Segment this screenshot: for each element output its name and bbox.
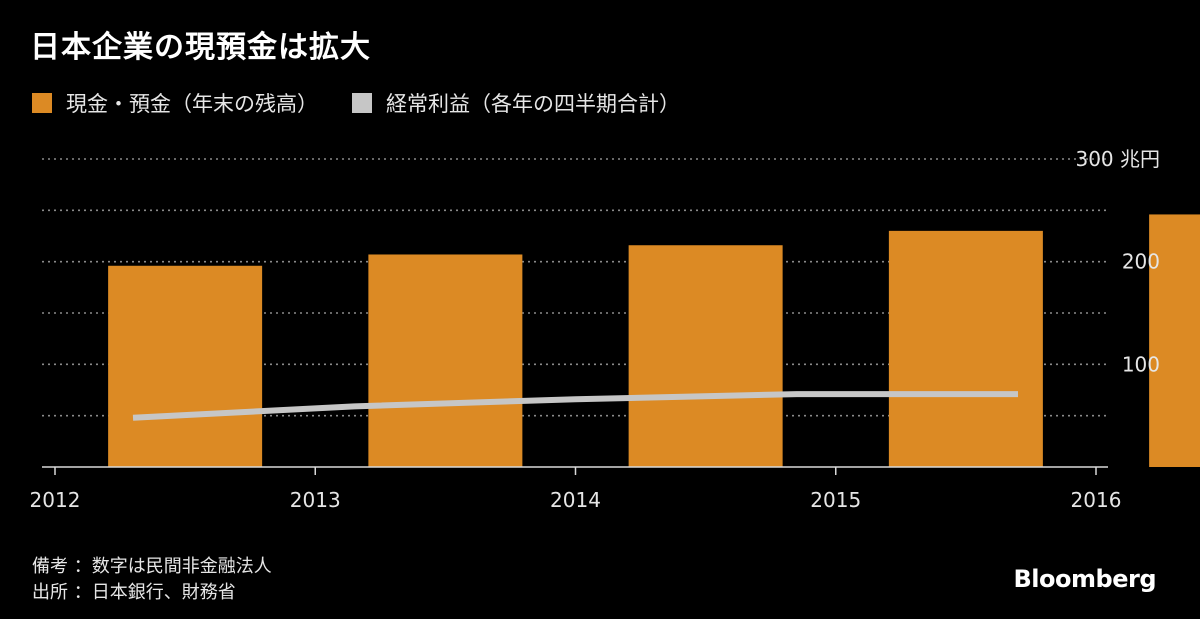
legend-item-cash: 現金・預金（年末の残高） <box>32 88 318 118</box>
y-tick-label: 100 <box>1122 352 1160 376</box>
bar-cash-2016 <box>1149 214 1200 467</box>
y-tick-label: 300 兆円 <box>1075 147 1160 171</box>
line-profit <box>132 391 1018 421</box>
x-tick-label: 2014 <box>550 488 601 512</box>
legend: 現金・預金（年末の残高） 経常利益（各年の四半期合計） <box>32 88 714 118</box>
legend-label-profit: 経常利益（各年の四半期合計） <box>386 92 680 116</box>
x-tick-label: 2013 <box>290 488 341 512</box>
bar-cash-2013 <box>368 254 523 467</box>
legend-label-cash: 現金・預金（年末の残高） <box>66 92 318 116</box>
y-tick-label: 200 <box>1122 250 1160 274</box>
bar-cash-2015 <box>888 230 1043 467</box>
legend-swatch-profit <box>352 93 372 113</box>
bar-cash-2012 <box>108 265 263 467</box>
chart-title: 日本企業の現預金は拡大 <box>30 30 371 65</box>
x-tick-label: 2015 <box>810 488 861 512</box>
legend-item-profit: 経常利益（各年の四半期合計） <box>352 88 680 118</box>
bloomberg-logo: Bloomberg <box>1013 565 1157 593</box>
legend-swatch-cash <box>32 93 52 113</box>
note-remark: 備考 ：数字は民間非金融法人 <box>32 556 272 577</box>
x-tick-label: 2012 <box>30 488 81 512</box>
note-source: 出所 ：日本銀行、財務省 <box>32 582 236 603</box>
x-tick-label: 2016 <box>1071 488 1122 512</box>
bar-cash-2014 <box>628 245 783 467</box>
